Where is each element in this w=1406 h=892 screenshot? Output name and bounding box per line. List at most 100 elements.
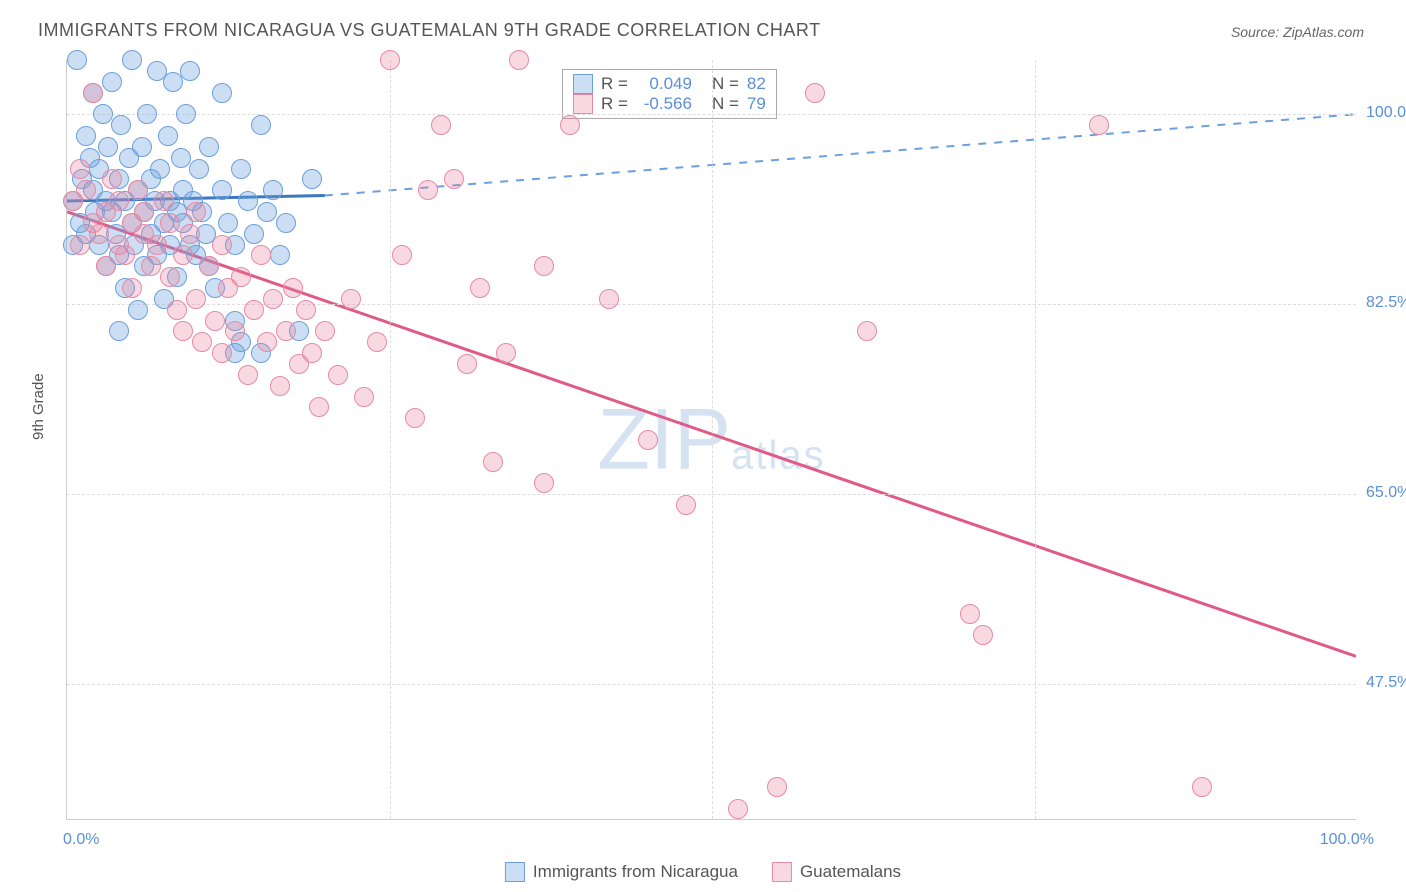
scatter-point (676, 495, 696, 515)
scatter-point (257, 202, 277, 222)
scatter-point (109, 321, 129, 341)
scatter-point (102, 169, 122, 189)
grid-v (712, 60, 713, 819)
scatter-point (457, 354, 477, 374)
scatter-point (154, 191, 174, 211)
legend-item-1: Immigrants from Nicaragua (505, 862, 738, 882)
scatter-point (496, 343, 516, 363)
scatter-point (212, 83, 232, 103)
scatter-point (341, 289, 361, 309)
scatter-point (76, 126, 96, 146)
stats-box: R = 0.049N = 82R = -0.566N = 79 (562, 69, 777, 119)
scatter-point (1192, 777, 1212, 797)
scatter-point (805, 83, 825, 103)
watermark-sub: atlas (731, 433, 826, 477)
scatter-point (238, 365, 258, 385)
scatter-point (270, 245, 290, 265)
scatter-point (283, 278, 303, 298)
scatter-point (225, 321, 245, 341)
scatter-point (212, 343, 232, 363)
scatter-point (380, 50, 400, 70)
scatter-point (98, 137, 118, 157)
scatter-point (137, 104, 157, 124)
xtick-right: 100.0% (1320, 831, 1374, 849)
bottom-legend: Immigrants from Nicaragua Guatemalans (505, 862, 901, 882)
scatter-point (128, 300, 148, 320)
scatter-point (960, 604, 980, 624)
scatter-point (102, 72, 122, 92)
scatter-point (186, 202, 206, 222)
scatter-point (857, 321, 877, 341)
scatter-point (192, 332, 212, 352)
scatter-point (251, 115, 271, 135)
scatter-point (354, 387, 374, 407)
ytick-label: 65.0% (1366, 484, 1406, 502)
scatter-point (115, 245, 135, 265)
scatter-point (302, 343, 322, 363)
scatter-point (171, 148, 191, 168)
scatter-point (296, 300, 316, 320)
scatter-point (231, 267, 251, 287)
scatter-point (176, 104, 196, 124)
legend-swatch-2 (772, 862, 792, 882)
chart-title: IMMIGRANTS FROM NICARAGUA VS GUATEMALAN … (38, 20, 821, 41)
legend-label-2: Guatemalans (800, 862, 901, 882)
scatter-point (231, 159, 251, 179)
legend-label-1: Immigrants from Nicaragua (533, 862, 738, 882)
scatter-point (276, 213, 296, 233)
scatter-point (444, 169, 464, 189)
scatter-point (89, 224, 109, 244)
scatter-point (534, 256, 554, 276)
scatter-point (186, 289, 206, 309)
y-axis-label: 9th Grade (30, 373, 47, 440)
scatter-point (263, 180, 283, 200)
scatter-point (560, 115, 580, 135)
scatter-point (405, 408, 425, 428)
scatter-point (257, 332, 277, 352)
scatter-point (173, 321, 193, 341)
scatter-point (96, 256, 116, 276)
stats-row: R = -0.566N = 79 (573, 94, 766, 114)
scatter-point (418, 180, 438, 200)
scatter-point (238, 191, 258, 211)
scatter-point (167, 300, 187, 320)
ytick-label: 82.5% (1366, 294, 1406, 312)
scatter-point (244, 224, 264, 244)
ytick-label: 100.0% (1366, 104, 1406, 122)
scatter-point (212, 235, 232, 255)
grid-v (390, 60, 391, 819)
scatter-point (509, 50, 529, 70)
scatter-point (767, 777, 787, 797)
scatter-point (263, 289, 283, 309)
scatter-point (93, 104, 113, 124)
scatter-point (315, 321, 335, 341)
scatter-point (67, 50, 87, 70)
scatter-point (128, 180, 148, 200)
scatter-point (70, 159, 90, 179)
scatter-point (189, 159, 209, 179)
scatter-point (122, 50, 142, 70)
scatter-point (158, 126, 178, 146)
scatter-point (328, 365, 348, 385)
scatter-point (134, 202, 154, 222)
source-label: Source: ZipAtlas.com (1231, 24, 1364, 40)
scatter-point (534, 473, 554, 493)
scatter-point (173, 245, 193, 265)
scatter-point (141, 256, 161, 276)
scatter-point (483, 452, 503, 472)
legend-swatch-1 (505, 862, 525, 882)
scatter-point (180, 61, 200, 81)
scatter-point (244, 300, 264, 320)
scatter-point (109, 191, 129, 211)
scatter-point (150, 159, 170, 179)
scatter-point (76, 180, 96, 200)
scatter-point (309, 397, 329, 417)
scatter-point (638, 430, 658, 450)
stats-row: R = 0.049N = 82 (573, 74, 766, 94)
scatter-point (70, 235, 90, 255)
scatter-point (83, 83, 103, 103)
scatter-point (1089, 115, 1109, 135)
scatter-point (973, 625, 993, 645)
grid-v (1035, 60, 1036, 819)
scatter-point (302, 169, 322, 189)
